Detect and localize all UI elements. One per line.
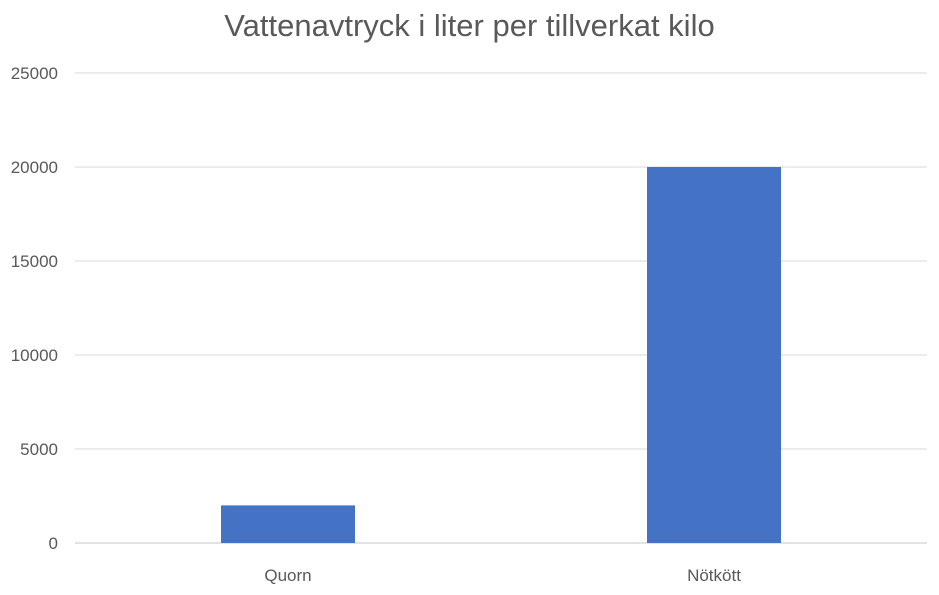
bar-nötkött xyxy=(647,167,781,543)
x-category-label: Nötkött xyxy=(687,566,741,585)
gridlines xyxy=(75,72,927,544)
y-axis-tick-labels: 0 5000 10000 15000 20000 25000 xyxy=(11,64,58,553)
y-tick-label: 5000 xyxy=(20,440,58,459)
y-tick-label: 15000 xyxy=(11,252,58,271)
x-axis-category-labels: Quorn Nötkött xyxy=(264,566,741,585)
chart-title: Vattenavtryck i liter per tillverkat kil… xyxy=(224,8,715,43)
bar-quorn xyxy=(221,505,355,543)
y-tick-label: 20000 xyxy=(11,158,58,177)
y-tick-label: 10000 xyxy=(11,346,58,365)
bars xyxy=(221,167,781,543)
y-tick-label: 0 xyxy=(49,534,58,553)
y-tick-label: 25000 xyxy=(11,64,58,83)
x-category-label: Quorn xyxy=(264,566,311,585)
